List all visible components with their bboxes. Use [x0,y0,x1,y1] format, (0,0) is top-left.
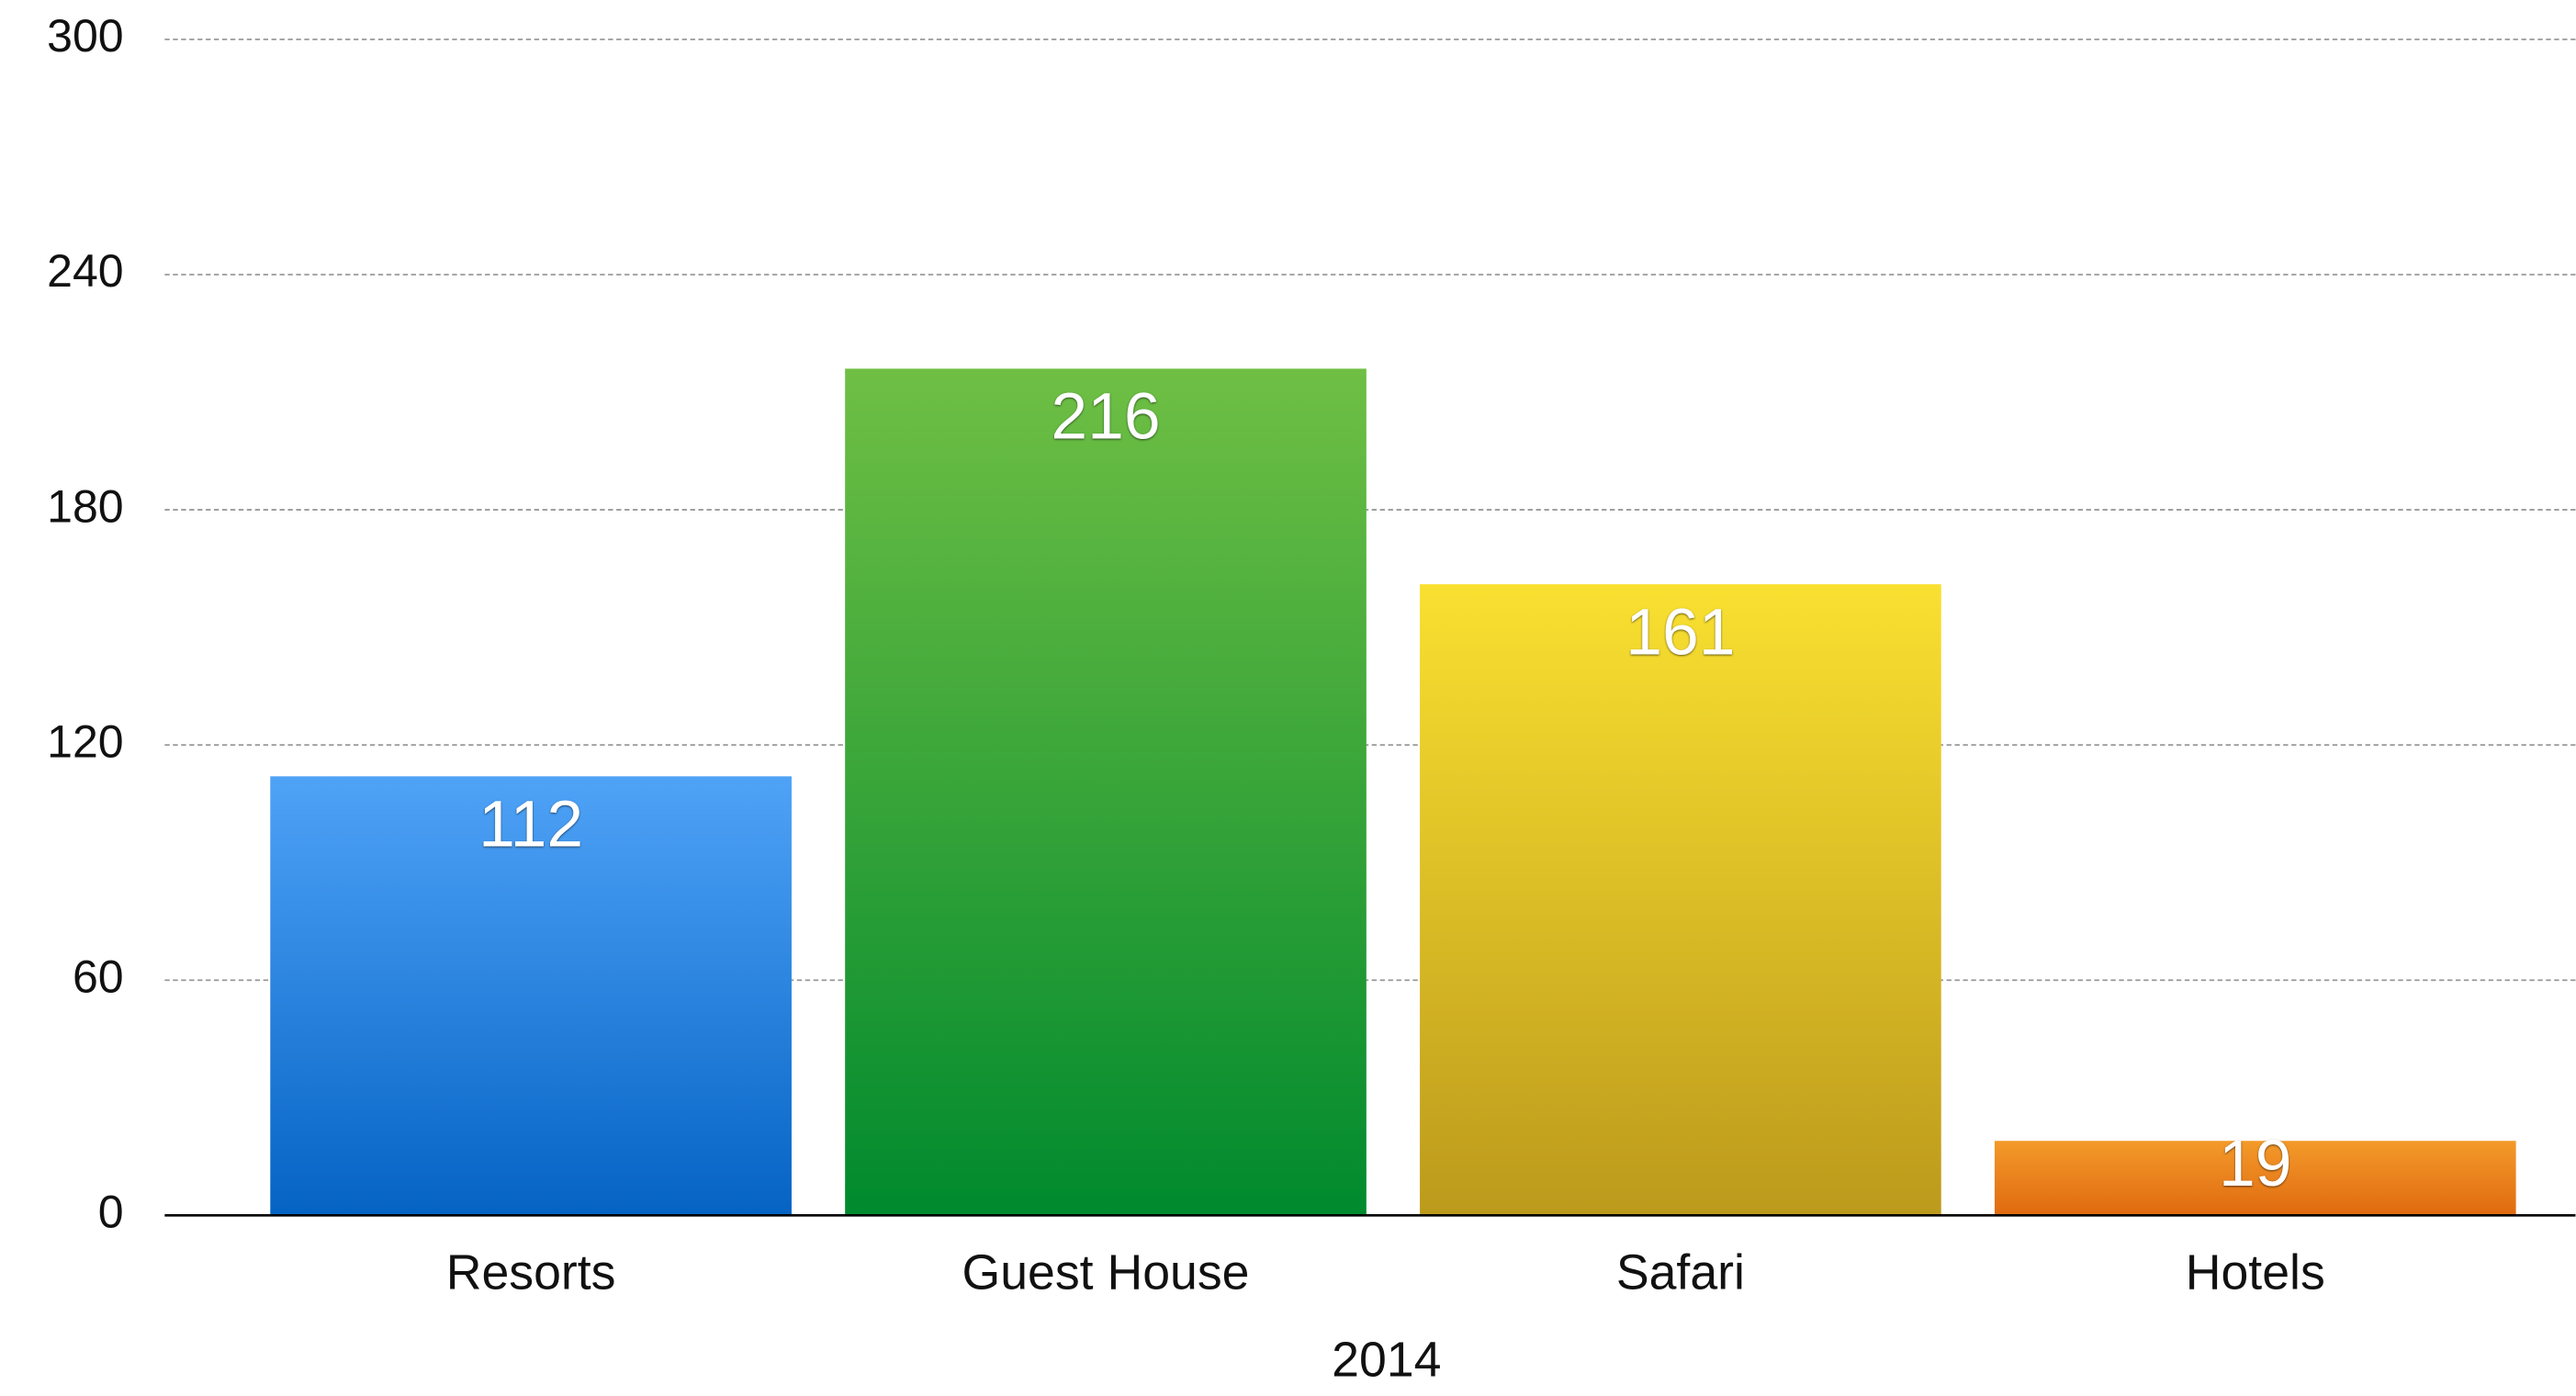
value-label: 112 [478,787,583,861]
value-label: 161 [1625,595,1735,669]
x-axis-label: 2014 [1332,1332,1441,1387]
x-tick-label: Hotels [2186,1245,2325,1300]
value-label: 19 [2219,1127,2292,1200]
y-tick-label: 0 [98,1187,124,1238]
y-tick-label: 240 [47,245,124,297]
value-label: 216 [1051,380,1160,454]
bar [1994,1141,2516,1216]
x-tick-label: Guest House [962,1245,1250,1300]
bar [270,776,792,1216]
y-tick-label: 120 [47,715,124,767]
y-tick-label: 60 [73,951,124,1002]
bar [845,368,1367,1216]
y-tick-label: 300 [47,10,124,62]
bar [1420,584,1941,1216]
x-tick-label: Resorts [446,1245,616,1300]
y-tick-label: 180 [47,480,124,532]
x-tick-label: Safari [1616,1245,1745,1300]
